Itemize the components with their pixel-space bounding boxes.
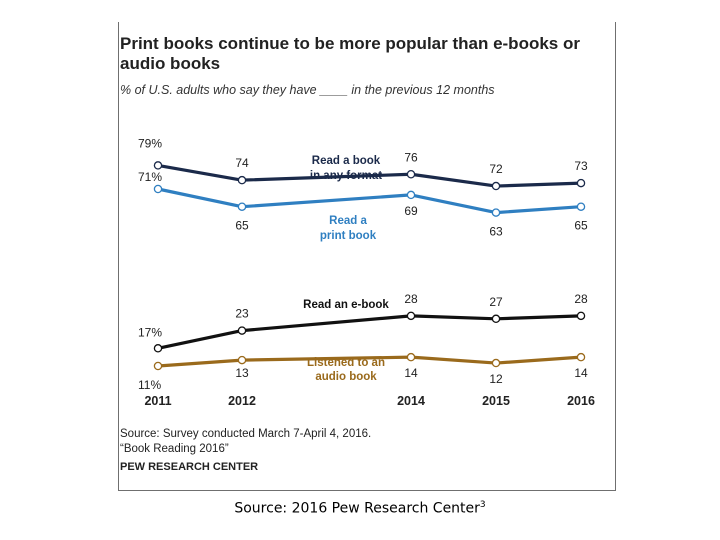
- chart-subtitle: % of U.S. adults who say they have ____ …: [120, 83, 495, 97]
- data-label-3-5: 28: [574, 292, 588, 306]
- data-label-4-5: 14: [574, 366, 588, 380]
- series-name-1-line-2: in any format: [310, 170, 382, 182]
- data-label-3-1: 17%: [138, 325, 162, 339]
- x-tick-label-1: 2011: [144, 394, 171, 408]
- data-label-2-3: 69: [404, 204, 418, 218]
- caption-text: Source: 2016 Pew Research Center: [234, 500, 480, 517]
- data-label-3-3: 28: [404, 292, 418, 306]
- data-point-1-5: [576, 178, 586, 188]
- data-point-4-4: [491, 358, 501, 368]
- data-label-2-5: 65: [574, 219, 588, 233]
- x-tick-label-2: 2012: [228, 394, 256, 408]
- data-label-1-1: 79%: [138, 136, 162, 150]
- data-point-3-2: [237, 326, 247, 335]
- slide-caption: Source: 2016 Pew Research Center3: [0, 500, 720, 517]
- data-point-4-5: [576, 352, 586, 362]
- data-point-4-1: [153, 361, 163, 371]
- series-name-2-line-1: Read a: [329, 215, 367, 227]
- data-point-2-2: [237, 202, 247, 211]
- data-label-1-3: 76: [404, 150, 418, 164]
- data-point-3-4: [491, 314, 501, 324]
- x-tick-label-3: 2014: [397, 394, 425, 408]
- data-point-4-2: [237, 355, 247, 365]
- data-label-2-4: 63: [489, 225, 503, 239]
- data-point-3-1: [153, 344, 163, 353]
- data-point-1-4: [491, 181, 501, 191]
- data-label-1-2: 74: [235, 156, 249, 170]
- data-point-1-1: [153, 161, 163, 170]
- data-label-2-1: 71%: [138, 170, 162, 184]
- data-label-2-2: 65: [235, 219, 249, 233]
- series-name-3-line-1: Read an e-book: [303, 299, 389, 311]
- series-name-1-line-1: Read a book: [312, 155, 381, 167]
- series-line-3: [157, 314, 582, 350]
- organization-name: PEW RESEARCH CENTER: [120, 461, 259, 473]
- data-point-2-4: [491, 208, 501, 217]
- source-note: Source: Survey conducted March 7-April 4…: [120, 428, 372, 440]
- data-point-1-3: [406, 169, 416, 179]
- series-name-2-line-2: print book: [320, 230, 377, 242]
- data-label-4-3: 14: [404, 366, 418, 380]
- x-tick-label-5: 2016: [567, 394, 595, 408]
- caption-footnote-mark: 3: [479, 500, 486, 510]
- x-tick-label-4: 2015: [482, 394, 510, 408]
- report-title-note: “Book Reading 2016”: [120, 443, 229, 455]
- data-label-4-2: 13: [235, 366, 249, 380]
- data-label-3-4: 27: [489, 295, 503, 309]
- data-label-1-5: 73: [574, 159, 588, 173]
- data-label-1-4: 72: [489, 162, 503, 176]
- series-line-2: [157, 187, 582, 215]
- data-label-4-1: 11%: [138, 378, 161, 392]
- data-label-4-4: 12: [489, 372, 503, 386]
- data-point-1-2: [237, 175, 247, 185]
- data-label-3-2: 23: [235, 307, 249, 321]
- data-point-2-1: [153, 184, 163, 194]
- data-point-4-3: [406, 352, 416, 362]
- data-point-2-5: [576, 202, 586, 211]
- data-point-3-3: [406, 311, 416, 321]
- chart-frame: [118, 22, 616, 491]
- series-name-4-line-1: Listened to an: [307, 357, 385, 369]
- data-point-2-3: [406, 190, 416, 200]
- data-point-3-5: [576, 311, 586, 321]
- chart-title: Print books continue to be more popular …: [120, 34, 580, 73]
- series-name-4-line-2: audio book: [315, 371, 377, 383]
